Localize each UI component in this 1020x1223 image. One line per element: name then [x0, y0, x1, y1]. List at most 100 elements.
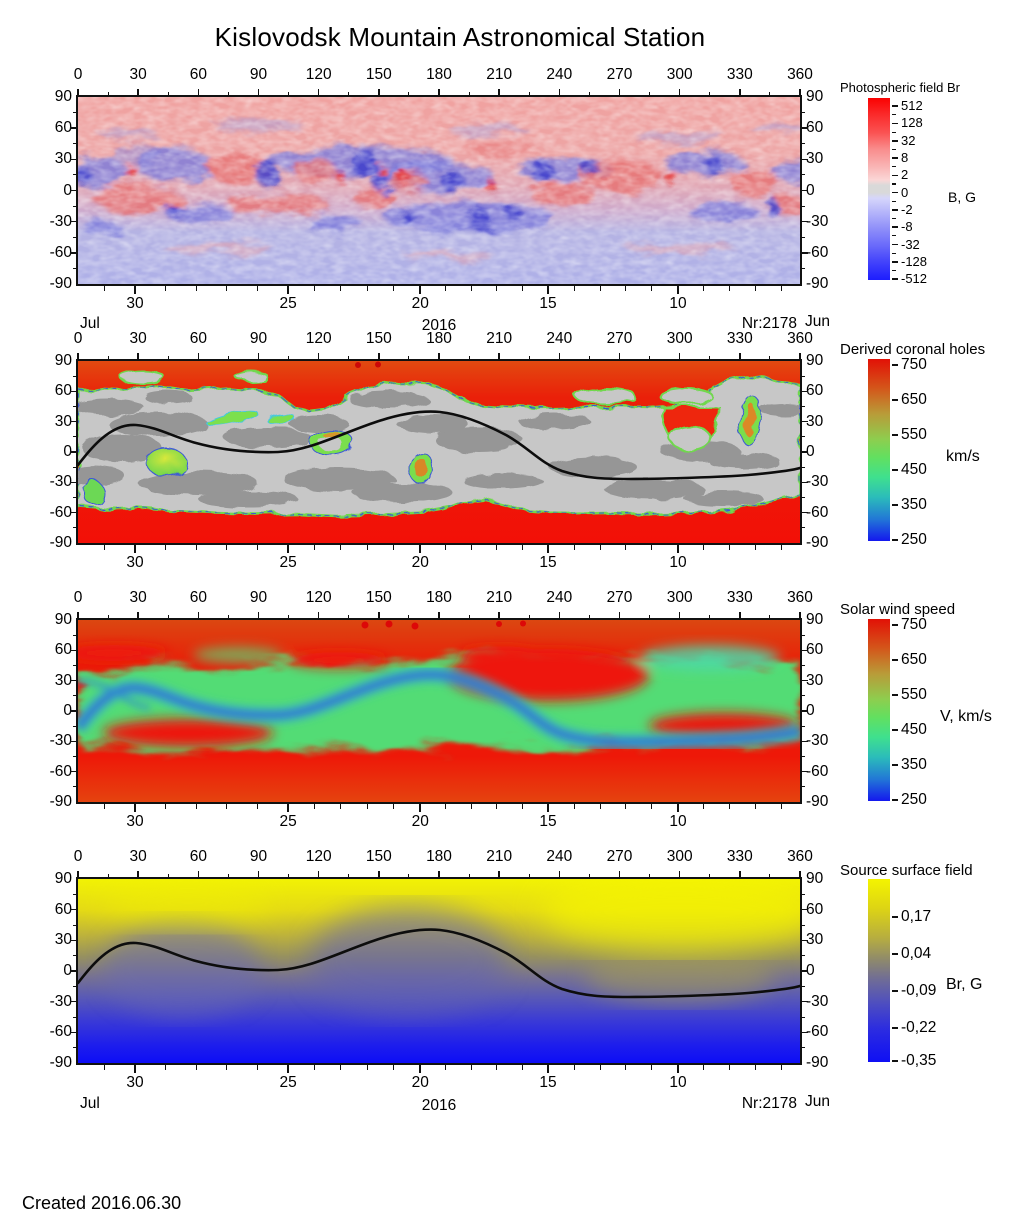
colorbar-tick-mark: [892, 1060, 898, 1062]
lat-tick-mark: [802, 220, 808, 223]
lon-minor-tick-mark: [528, 874, 530, 877]
date-minor-tick-mark: [703, 286, 705, 291]
date-tick-mark: [677, 804, 679, 812]
lat-minor-tick-mark: [802, 1016, 805, 1018]
date-minor-tick-mark: [165, 286, 167, 291]
lon-tick-label: 60: [189, 848, 207, 865]
lon-minor-tick-mark: [769, 356, 771, 359]
lat-tick-label-left: -30: [49, 992, 72, 1010]
lon-minor-tick-mark: [288, 615, 290, 618]
colorbar-title: Solar wind speed: [840, 601, 956, 618]
date-minor-tick-mark: [703, 1065, 705, 1070]
lat-minor-tick-mark: [802, 143, 805, 145]
lon-tick-mark: [799, 612, 801, 618]
date-minor-tick-mark: [755, 804, 757, 809]
colorbar-tick-mark: [892, 539, 898, 541]
date-minor-tick-mark: [496, 1065, 498, 1070]
date-minor-tick-mark: [165, 804, 167, 809]
colorbar-tick-label: -0,22: [901, 1018, 937, 1036]
date-tick-label: 25: [279, 554, 297, 571]
colorbar-tick-mark: [892, 364, 898, 366]
lat-minor-tick-mark: [73, 436, 76, 438]
month-label-left: Jul: [80, 315, 100, 332]
lat-minor-tick-mark: [73, 1016, 76, 1018]
lon-minor-tick-mark: [709, 874, 711, 877]
date-tick-label: 10: [669, 554, 687, 571]
lat-minor-tick-mark: [73, 924, 76, 926]
lon-tick-label: 360: [787, 848, 813, 865]
lon-tick-mark: [317, 353, 320, 359]
lat-tick-mark: [70, 158, 76, 161]
lon-tick-mark: [77, 89, 79, 95]
date-minor-tick-mark: [755, 545, 757, 550]
date-minor-tick-mark: [470, 545, 472, 550]
colorbar-minor-tick-mark: [892, 114, 896, 116]
lon-tick-mark: [137, 612, 139, 618]
date-tick-mark: [419, 545, 421, 553]
lat-minor-tick-mark: [73, 267, 76, 269]
lat-minor-tick-mark: [802, 112, 805, 114]
date-tick-label: 20: [411, 813, 429, 830]
lon-tick-label: 330: [726, 848, 753, 865]
date-minor-tick-mark: [195, 804, 197, 809]
lon-tick-mark: [197, 871, 200, 877]
lat-tick-mark: [802, 740, 808, 743]
date-minor-tick-mark: [625, 286, 627, 291]
lon-tick-mark: [378, 871, 380, 877]
lat-tick-label-right: -60: [806, 762, 829, 780]
lat-tick-label-right: 30: [806, 412, 824, 430]
lon-minor-tick-mark: [649, 356, 651, 359]
lon-minor-tick-mark: [468, 92, 470, 95]
lon-tick-mark: [257, 89, 260, 95]
lat-minor-tick-mark: [802, 466, 805, 468]
lon-tick-label: 90: [249, 330, 268, 347]
colorbar-minor-tick-mark: [892, 148, 896, 150]
lon-tick-label: 60: [189, 330, 207, 347]
year-label: 2016: [421, 1097, 457, 1114]
date-tick-label: 10: [669, 295, 687, 312]
date-minor-tick-mark: [781, 1065, 783, 1070]
lat-minor-tick-mark: [73, 756, 76, 757]
lon-tick-mark: [739, 612, 741, 618]
date-minor-tick-mark: [340, 804, 342, 809]
lon-minor-tick-mark: [288, 874, 290, 877]
lat-tick-label-right: -90: [806, 1054, 829, 1071]
date-minor-tick-mark: [314, 1065, 316, 1070]
colorbar-tick-mark: [892, 122, 898, 125]
lat-tick-label-right: -60: [806, 1023, 829, 1041]
lon-tick-label: 90: [249, 66, 268, 83]
lat-tick-mark: [70, 390, 76, 393]
date-minor-tick-mark: [755, 286, 757, 291]
date-minor-tick-mark: [521, 545, 523, 550]
lon-tick-label: 120: [305, 330, 332, 347]
date-tick-mark: [287, 286, 289, 294]
lat-tick-label-left: -60: [49, 503, 72, 521]
colorbar-tick-mark: [892, 799, 898, 801]
lat-tick-label-right: -90: [806, 275, 829, 292]
lat-tick-label-right: 0: [806, 181, 815, 199]
carrington-number-label: Nr:2178: [741, 1095, 797, 1112]
lon-tick-mark: [558, 89, 561, 95]
colorbar-unit-label: km/s: [946, 448, 980, 465]
date-minor-tick-mark: [445, 545, 447, 550]
date-minor-tick-mark: [314, 545, 316, 550]
lat-minor-tick-mark: [802, 985, 805, 987]
panel-source-surface-field: [76, 877, 802, 1065]
date-minor-tick-mark: [226, 286, 228, 291]
lat-minor-tick-mark: [73, 112, 76, 114]
lat-tick-mark: [70, 770, 76, 773]
date-tick-mark: [287, 804, 289, 812]
colorbar-tick-mark: [892, 105, 898, 107]
colorbar-tick-label: 8: [901, 150, 909, 166]
lon-tick-label: 210: [486, 848, 513, 865]
lat-tick-mark: [70, 1031, 76, 1034]
lat-tick-label-left: -60: [49, 1023, 72, 1041]
colorbar-tick-label: 450: [901, 721, 927, 739]
date-minor-tick-mark: [625, 545, 627, 550]
date-minor-tick-mark: [340, 286, 342, 291]
lon-minor-tick-mark: [528, 92, 530, 95]
lat-minor-tick-mark: [802, 665, 805, 666]
date-minor-tick-mark: [340, 545, 342, 550]
date-tick-label: 30: [126, 554, 144, 571]
date-minor-tick-mark: [521, 286, 523, 291]
